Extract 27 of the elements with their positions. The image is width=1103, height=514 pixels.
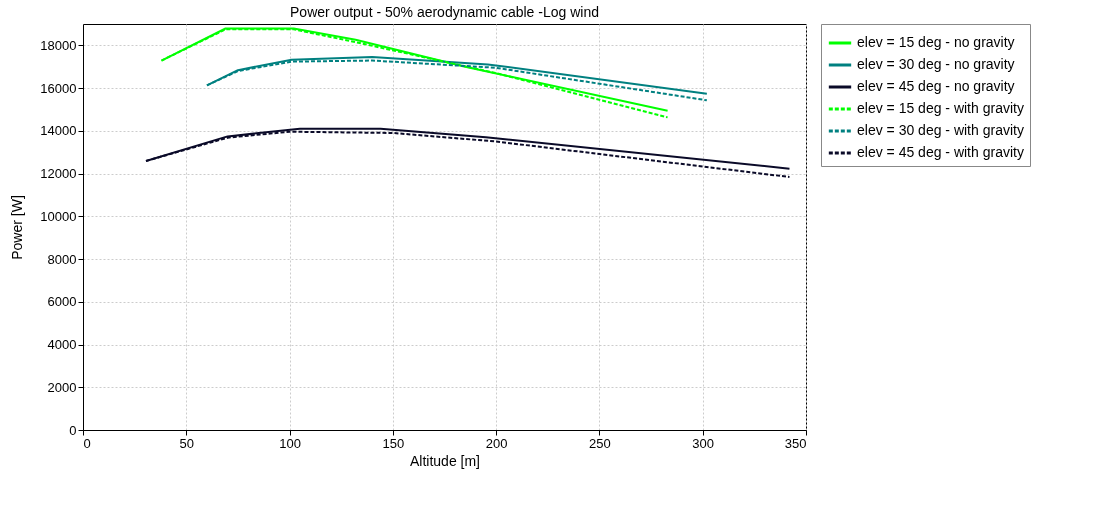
y-tick-label: 8000 bbox=[47, 251, 77, 267]
legend-label: elev = 15 deg - no gravity bbox=[857, 34, 1015, 50]
x-tick-label: 200 bbox=[485, 435, 508, 451]
x-tick-label: 50 bbox=[179, 435, 195, 451]
y-tick-label: 18000 bbox=[40, 37, 77, 53]
x-tick-label: 300 bbox=[692, 435, 715, 451]
legend-label: elev = 45 deg - with gravity bbox=[857, 144, 1024, 160]
x-axis-title: Altitude [m] bbox=[409, 452, 481, 469]
y-tick-label: 4000 bbox=[47, 337, 77, 353]
y-axis-title: Power [W] bbox=[9, 195, 26, 260]
x-tick-label: 0 bbox=[83, 435, 91, 451]
y-tick-label: 6000 bbox=[47, 294, 77, 310]
legend-label: elev = 30 deg - with gravity bbox=[857, 122, 1024, 138]
legend-label: elev = 45 deg - no gravity bbox=[857, 78, 1015, 94]
y-tick-label: 2000 bbox=[47, 379, 77, 395]
chart-title: Power output - 50% aerodynamic cable -Log wind bbox=[290, 3, 599, 20]
y-tick-label: 12000 bbox=[40, 166, 77, 182]
legend-label: elev = 30 deg - no gravity bbox=[857, 56, 1015, 72]
x-tick-label: 350 bbox=[784, 435, 807, 451]
x-tick-label: 150 bbox=[382, 435, 405, 451]
x-tick-label: 100 bbox=[279, 435, 301, 451]
y-tick-label: 10000 bbox=[40, 208, 77, 224]
legend-label: elev = 15 deg - with gravity bbox=[857, 100, 1024, 116]
y-tick-label: 14000 bbox=[40, 123, 77, 139]
y-tick-label: 16000 bbox=[40, 80, 77, 96]
x-tick-label: 250 bbox=[589, 435, 611, 451]
y-tick-label: 0 bbox=[69, 422, 77, 438]
